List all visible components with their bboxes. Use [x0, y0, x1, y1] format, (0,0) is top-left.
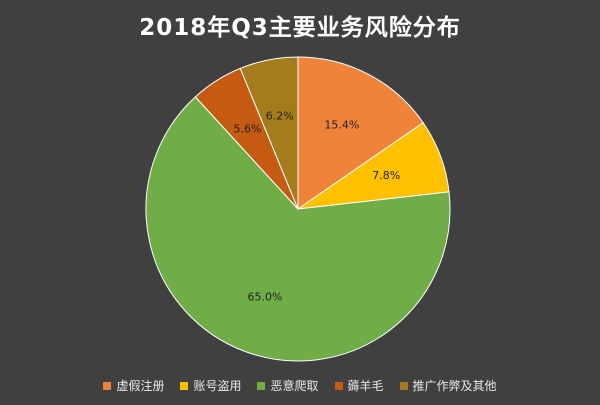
chart-legend: 虚假注册 账号盗用 恶意爬取 薅羊毛 推广作弊及其他: [0, 377, 600, 394]
slice-data-label-2: 65.0%: [247, 290, 282, 303]
pie-slice-2: [145, 96, 451, 362]
legend-item-1: 账号盗用: [180, 377, 241, 394]
legend-item-0: 虚假注册: [103, 377, 164, 394]
slice-data-label-4: 6.2%: [266, 110, 294, 123]
pie-slice-0: [297, 56, 424, 210]
legend-label-0: 虚假注册: [116, 379, 165, 393]
legend-swatch-3: [334, 381, 343, 390]
slice-data-label-3: 5.6%: [234, 122, 262, 135]
legend-item-4: 推广作弊及其他: [399, 377, 497, 394]
legend-swatch-2: [257, 381, 266, 390]
legend-swatch-0: [103, 381, 112, 390]
legend-swatch-1: [180, 381, 189, 390]
legend-item-3: 薅羊毛: [334, 377, 384, 394]
legend-item-2: 恶意爬取: [257, 377, 319, 394]
legend-label-3: 薅羊毛: [347, 379, 384, 393]
legend-label-2: 恶意爬取: [270, 379, 319, 393]
slice-data-label-0: 15.4%: [324, 119, 359, 132]
legend-label-1: 账号盗用: [193, 379, 242, 393]
legend-swatch-4: [399, 381, 408, 390]
legend-label-4: 推广作弊及其他: [412, 379, 497, 393]
slice-data-label-1: 7.8%: [372, 169, 400, 182]
pie-slice-4: [239, 56, 299, 210]
chart-title: 2018年Q3主要业务风险分布: [139, 15, 461, 41]
